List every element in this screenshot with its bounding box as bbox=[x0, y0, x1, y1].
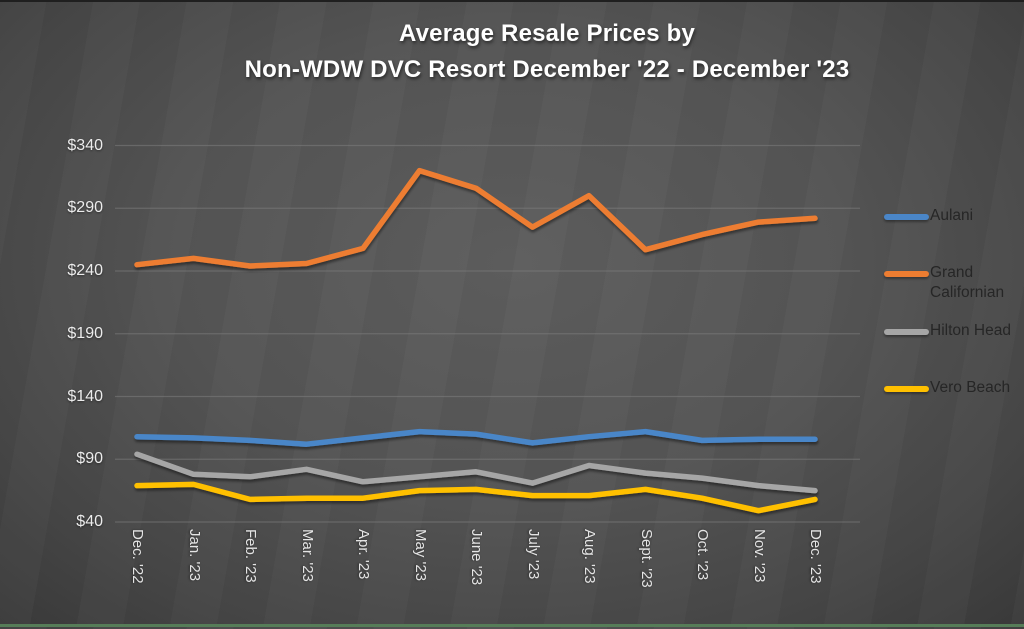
chart-title-line1: Average Resale Prices by bbox=[398, 20, 696, 47]
x-tick-label: Nov. '23 bbox=[750, 529, 768, 583]
legend: Aulani Grand Californian Hilton Head Vero B… bbox=[884, 2, 1024, 629]
x-tick-label: Aug. '23 bbox=[581, 529, 598, 584]
legend-item-vero-beach: Vero Beach bbox=[884, 378, 1020, 398]
y-tick-label: $40 bbox=[76, 513, 103, 530]
x-tick-label: Apr. '23 bbox=[355, 529, 372, 580]
x-tick-label: Mar. '23 bbox=[298, 529, 316, 582]
chart-title: Average Resale Prices by Non-WDW DVC Res… bbox=[70, 16, 1024, 88]
y-tick-label: $340 bbox=[67, 136, 103, 154]
series-line-hilton-head bbox=[134, 451, 818, 494]
legend-label: Aulani bbox=[930, 207, 974, 224]
series-line-vero-beach bbox=[134, 481, 818, 514]
x-tick-label: June '23 bbox=[468, 529, 485, 586]
chart-title-line2: Non-WDW DVC Resort December '22 - Decemb… bbox=[244, 56, 850, 83]
x-tick-label: Dec. '22 bbox=[129, 529, 146, 584]
y-tick-label: $90 bbox=[76, 450, 103, 468]
legend-swatch-icon bbox=[884, 386, 929, 392]
legend-item-aulani: Aulani bbox=[884, 206, 1020, 226]
x-tick-label: Oct. '23 bbox=[694, 529, 711, 581]
y-tick-label: $190 bbox=[67, 324, 103, 342]
legend-swatch-icon bbox=[884, 214, 929, 220]
x-tick-label: Jan. '23 bbox=[185, 529, 203, 582]
legend-item-hilton-head: Hilton Head bbox=[884, 321, 1020, 341]
x-tick-label: Dec. '23 bbox=[807, 529, 824, 584]
x-tick-label: July '23 bbox=[524, 529, 542, 580]
x-tick-label: Feb. '23 bbox=[242, 529, 259, 583]
series-line-aulani bbox=[134, 428, 818, 447]
y-tick-label: $240 bbox=[67, 262, 103, 279]
y-tick-label: $140 bbox=[67, 387, 103, 405]
series-lines bbox=[134, 167, 818, 514]
legend-item-grand-californian: Grand Californian bbox=[884, 263, 1020, 302]
legend-swatch-icon bbox=[884, 271, 929, 277]
legend-label: Grand Californian bbox=[930, 264, 1005, 301]
series-line-grand-californian bbox=[134, 167, 818, 269]
legend-label: Hilton Head bbox=[930, 322, 1011, 339]
legend-swatch-icon bbox=[884, 329, 929, 335]
x-tick-label: Sept. '23 bbox=[637, 529, 655, 588]
gridlines bbox=[115, 144, 860, 523]
x-tick-label: May '23 bbox=[411, 529, 429, 582]
y-tick-label: $290 bbox=[67, 199, 103, 217]
legend-label: Vero Beach bbox=[930, 379, 1011, 396]
